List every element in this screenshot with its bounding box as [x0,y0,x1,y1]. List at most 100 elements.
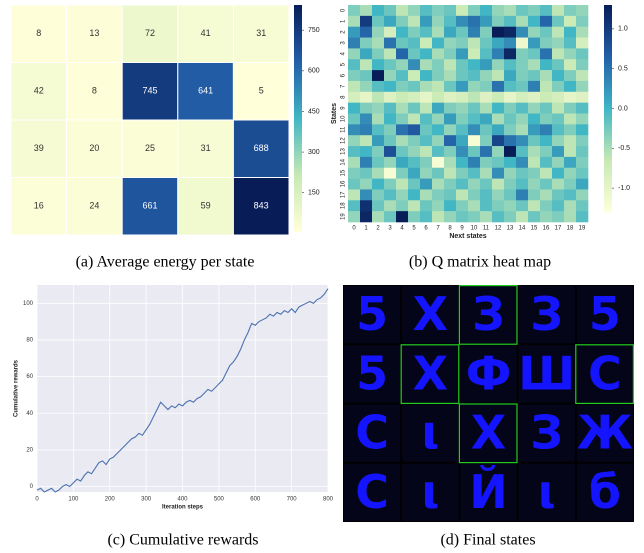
x-tick-label: 16 [543,226,550,232]
heatmap-cell [564,81,576,92]
heatmap-cell [420,59,432,70]
heatmap-cell [564,211,576,222]
heatmap-cell [456,114,468,125]
heatmap-cell [492,200,504,211]
heatmap-cell [576,38,588,49]
heatmap-cell [516,38,528,49]
state-glyph: ι [421,465,439,519]
heatmap-cell [360,135,372,146]
heatmap-cell [432,189,444,200]
heatmap-cell [408,168,420,179]
heatmap-cell [480,27,492,38]
cell-label: 5 [259,86,264,96]
heatmap-cell [528,38,540,49]
x-tick-label: 19 [579,226,586,232]
cell-label: 843 [254,201,269,211]
heatmap-cell [420,70,432,81]
heatmap-cell [456,124,468,135]
heatmap-cell [468,5,480,16]
y-tick-label: 15 [341,169,347,176]
heatmap-cell [444,27,456,38]
caption: (a) Average energy per state [76,254,255,271]
heatmap-cell [504,27,516,38]
heatmap-cell [348,211,360,222]
heatmap-cell [360,27,372,38]
heatmap-cell [348,189,360,200]
heatmap-cell [516,168,528,179]
heatmap-cell [552,168,564,179]
heatmap-cell [576,103,588,114]
heatmap-cell [444,135,456,146]
y-tick-label: 2 [341,30,347,34]
heatmap-cell [420,124,432,135]
x-tick-label: 15 [531,226,538,232]
heatmap-cell [444,103,456,114]
heatmap-cell [492,103,504,114]
y-tick-label: 11 [341,126,347,133]
heatmap-cell [564,27,576,38]
cell-label: 661 [142,201,157,211]
heatmap-cell [360,70,372,81]
heatmap-cell [504,157,516,168]
heatmap-cell [456,5,468,16]
heatmap-cell [480,81,492,92]
x-tick-label: 300 [141,497,152,503]
heatmap-cell [372,157,384,168]
heatmap-cell [576,114,588,125]
state-glyph: Х [471,406,506,460]
cell-label: 31 [201,143,211,153]
figure: 5ХЗЗ55ХФШССιХЗЖСιЙιб (d) Final states 81… [0,0,644,553]
heatmap-cell [492,146,504,157]
heatmap-cell [372,70,384,81]
heatmap-cell [420,27,432,38]
heatmap-cell [504,179,516,190]
colorbar-tick-label: 750 [308,27,320,34]
heatmap-cell [432,179,444,190]
heatmap-cell [468,124,480,135]
heatmap-cell [456,38,468,49]
heatmap-cell [504,114,516,125]
heatmap-cell [480,48,492,59]
heatmap-cell [468,103,480,114]
heatmap-cell [528,5,540,16]
colorbar-tick-label: 0.5 [618,66,628,73]
y-tick-label: 3 [341,41,347,45]
heatmap-cell [552,114,564,125]
cell-label: 641 [198,86,213,96]
heatmap-cell [360,200,372,211]
heatmap-cell [420,157,432,168]
x-tick-label: 0 [352,226,356,232]
heatmap-cell [420,146,432,157]
y-tick-label: 10 [341,115,347,122]
heatmap-cell [372,200,384,211]
heatmap-cell [408,38,420,49]
heatmap-cell [552,146,564,157]
cell-label: 39 [34,143,44,153]
heatmap-cell [468,16,480,27]
heatmap-cell [432,48,444,59]
heatmap-cell [396,16,408,27]
heatmap-cell [456,103,468,114]
x-tick-label: 400 [177,497,188,503]
heatmap-cell [480,124,492,135]
heatmap-cell [372,135,384,146]
heatmap-cell [516,92,528,103]
heatmap-cell [384,157,396,168]
state-glyph: 5 [356,287,388,341]
state-glyph: Ш [518,346,575,400]
y-axis-label: States [331,103,338,124]
heatmap-cell [516,70,528,81]
heatmap-cell [384,200,396,211]
heatmap-cell [528,124,540,135]
heatmap-cell [468,70,480,81]
x-axis-label: Iteration steps [162,505,204,511]
heatmap-cell [396,168,408,179]
x-tick-label: 2 [376,226,380,232]
heatmap-cell [384,59,396,70]
heatmap-cell [420,38,432,49]
caption: (c) Cumulative rewards [107,532,258,549]
colorbar [294,5,302,232]
heatmap-cell [468,27,480,38]
heatmap-cell [504,48,516,59]
heatmap-cell [348,135,360,146]
